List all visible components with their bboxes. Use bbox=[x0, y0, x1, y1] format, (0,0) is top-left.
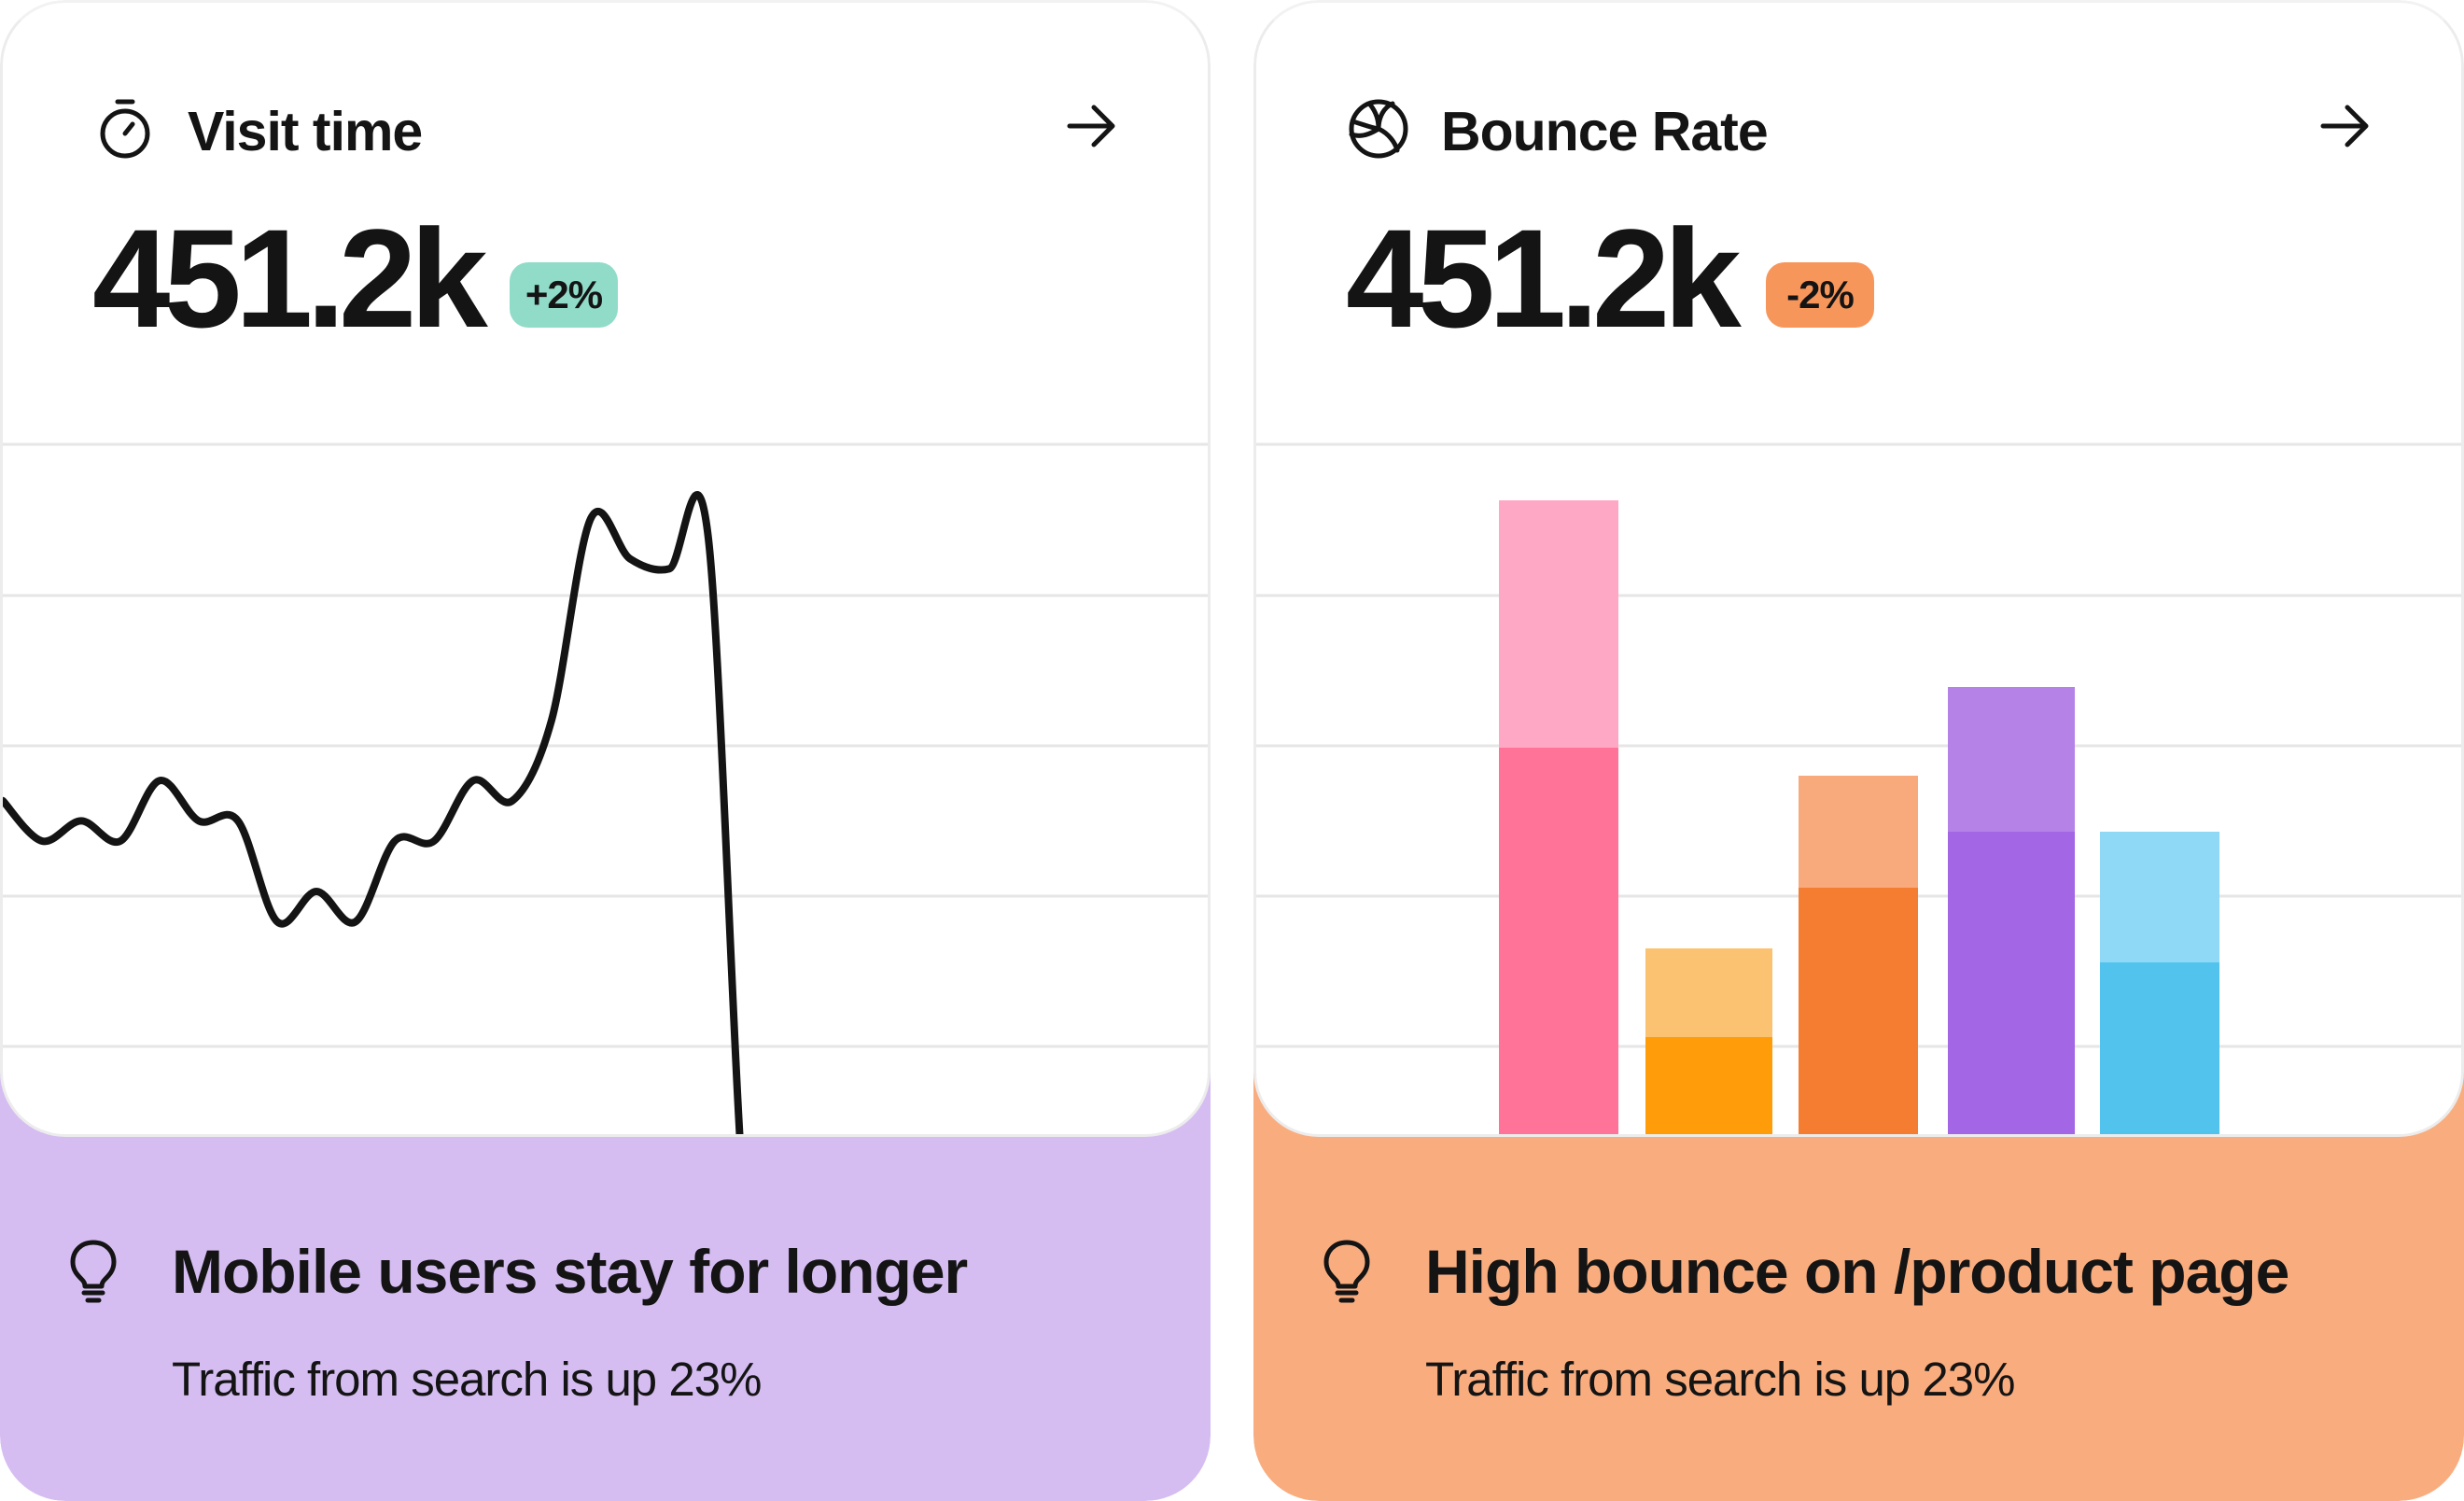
bounce-rate-card: Bounce Rate 451.2k -2% High bounce on /p… bbox=[1253, 0, 2464, 1501]
arrow-right-icon[interactable] bbox=[1066, 100, 1118, 152]
bounce-insight-title: High bounce on /product page bbox=[1425, 1237, 2289, 1306]
visit-time-card: Visit time 451.2k +2% Mobile users stay … bbox=[0, 0, 1211, 1501]
bounce-bar-2-segment-1 bbox=[1645, 1037, 1772, 1134]
bounce-insight-subtitle: Traffic from search is up 23% bbox=[1425, 1353, 2015, 1406]
bounce-bar-5-segment-1 bbox=[2100, 962, 2219, 1134]
lightbulb-icon bbox=[70, 1240, 117, 1303]
bounce-bar-2-segment-2 bbox=[1645, 948, 1772, 1037]
bounce-metric-panel: Bounce Rate 451.2k -2% bbox=[1253, 0, 2464, 1137]
bounce-bar-3-segment-1 bbox=[1799, 888, 1918, 1134]
visit-change-badge: +2% bbox=[510, 262, 618, 328]
bounce-change-badge: -2% bbox=[1766, 262, 1874, 328]
bounce-bar-3-segment-2 bbox=[1799, 776, 1918, 888]
bounce-bar-5-segment-2 bbox=[2100, 832, 2219, 962]
visit-insight-subtitle: Traffic from search is up 23% bbox=[172, 1353, 762, 1406]
visit-time-series-line bbox=[3, 491, 744, 1134]
visit-chart-grid bbox=[3, 442, 1208, 1048]
volleyball-icon bbox=[1349, 99, 1408, 159]
bounce-rate-bar-chart bbox=[1256, 442, 2461, 1134]
bounce-rate-title: Bounce Rate bbox=[1441, 101, 1769, 162]
bounce-bar-4-segment-2 bbox=[1948, 687, 2075, 832]
visit-metric-panel: Visit time 451.2k +2% bbox=[0, 0, 1211, 1137]
bounce-bar-1-segment-2 bbox=[1499, 500, 1618, 748]
bounce-bar-4-segment-1 bbox=[1948, 832, 2075, 1134]
bounce-rate-value: 451.2k bbox=[1346, 200, 1742, 357]
visit-insight-title: Mobile users stay for longer bbox=[172, 1237, 968, 1306]
visit-time-line-chart bbox=[3, 442, 1208, 1134]
bounce-chart-bars bbox=[1499, 500, 2219, 1134]
lightbulb-icon bbox=[1323, 1240, 1370, 1303]
visit-time-value: 451.2k bbox=[92, 200, 488, 357]
arrow-right-icon[interactable] bbox=[2319, 100, 2372, 152]
visit-time-title: Visit time bbox=[188, 101, 423, 162]
stopwatch-icon bbox=[100, 99, 150, 159]
bounce-bar-1-segment-1 bbox=[1499, 748, 1618, 1134]
